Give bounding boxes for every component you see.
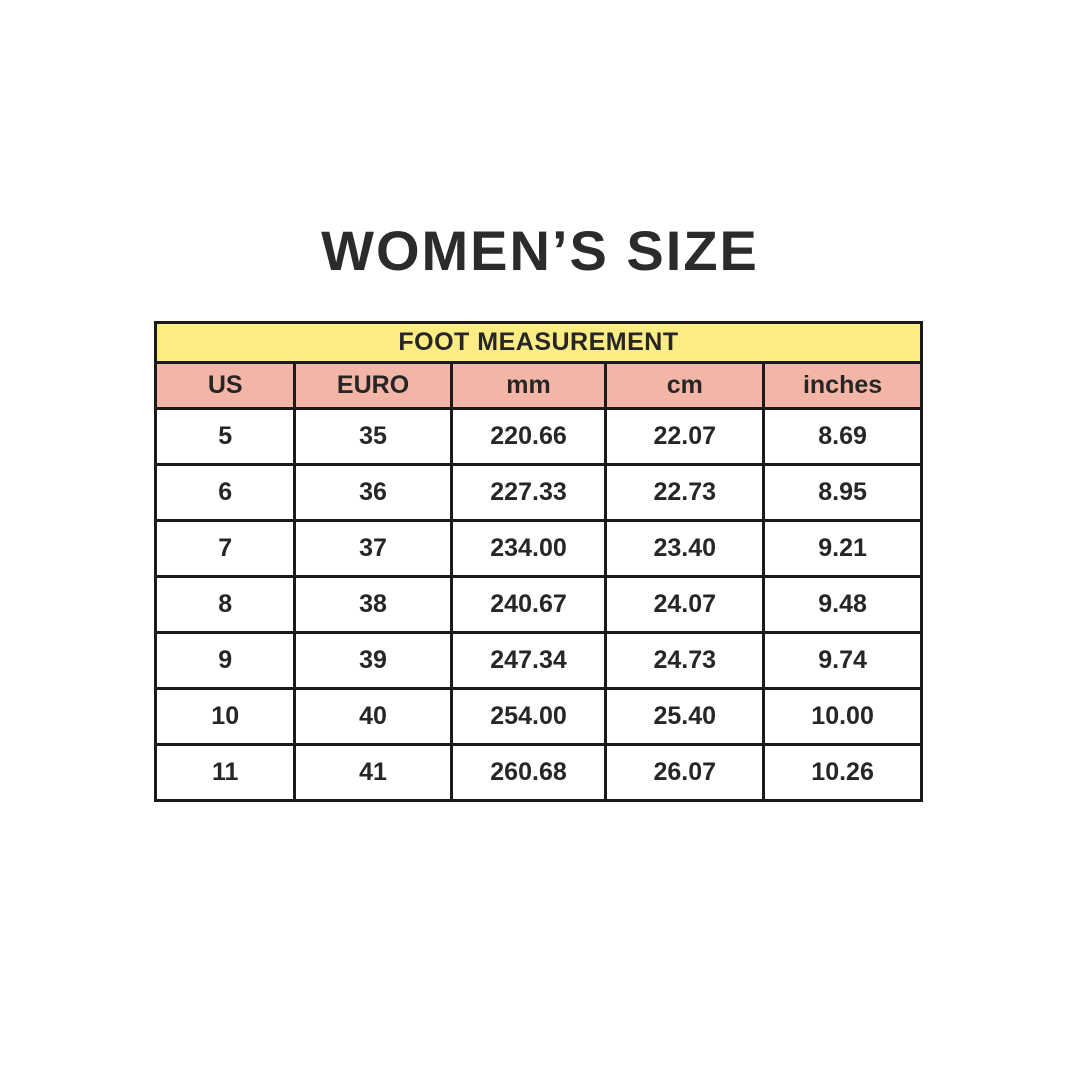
column-header-inches: inches bbox=[762, 361, 923, 410]
table-cell: 220.66 bbox=[449, 407, 608, 466]
table-cell: 6 bbox=[153, 463, 297, 522]
table-cell: 9 bbox=[153, 631, 297, 690]
column-header-row: US EURO mm cm inches bbox=[153, 361, 923, 410]
table-cell: 26.07 bbox=[604, 743, 766, 802]
table-cell: 35 bbox=[293, 407, 453, 466]
table-cell: 247.34 bbox=[449, 631, 608, 690]
table-cell: 24.07 bbox=[604, 575, 766, 634]
table-cell: 227.33 bbox=[449, 463, 608, 522]
table-cell: 39 bbox=[293, 631, 453, 690]
table-row: 10 40 254.00 25.40 10.00 bbox=[153, 687, 923, 746]
column-header-mm: mm bbox=[449, 361, 608, 410]
table-row: 7 37 234.00 23.40 9.21 bbox=[153, 519, 923, 578]
table-cell: 7 bbox=[153, 519, 297, 578]
column-header-cm: cm bbox=[604, 361, 766, 410]
table-cell: 240.67 bbox=[449, 575, 608, 634]
table-cell: 23.40 bbox=[604, 519, 766, 578]
column-header-us: US bbox=[153, 361, 297, 410]
table-row: 8 38 240.67 24.07 9.48 bbox=[153, 575, 923, 634]
table-cell: 11 bbox=[153, 743, 297, 802]
table-cell: 10.26 bbox=[762, 743, 923, 802]
page-title: WOMEN’S SIZE bbox=[321, 219, 759, 282]
table-cell: 25.40 bbox=[604, 687, 766, 746]
table-cell: 10.00 bbox=[762, 687, 923, 746]
size-chart-table: FOOT MEASUREMENT US EURO mm cm inches 5 … bbox=[153, 321, 923, 802]
column-header-euro: EURO bbox=[293, 361, 453, 410]
table-row: 6 36 227.33 22.73 8.95 bbox=[153, 463, 923, 522]
table-cell: 22.73 bbox=[604, 463, 766, 522]
table-cell: 260.68 bbox=[449, 743, 608, 802]
table-cell: 234.00 bbox=[449, 519, 608, 578]
table-cell: 10 bbox=[153, 687, 297, 746]
table-cell: 22.07 bbox=[604, 407, 766, 466]
table-cell: 254.00 bbox=[449, 687, 608, 746]
table-cell: 8.95 bbox=[762, 463, 923, 522]
table-cell: 37 bbox=[293, 519, 453, 578]
table-cell: 40 bbox=[293, 687, 453, 746]
table-row: 5 35 220.66 22.07 8.69 bbox=[153, 407, 923, 466]
table-cell: 9.21 bbox=[762, 519, 923, 578]
table-cell: 36 bbox=[293, 463, 453, 522]
table-cell: 38 bbox=[293, 575, 453, 634]
table-cell: 9.48 bbox=[762, 575, 923, 634]
table-row: 9 39 247.34 24.73 9.74 bbox=[153, 631, 923, 690]
table-cell: 5 bbox=[153, 407, 297, 466]
table-cell: 41 bbox=[293, 743, 453, 802]
table-row: 11 41 260.68 26.07 10.26 bbox=[153, 743, 923, 802]
table-cell: 24.73 bbox=[604, 631, 766, 690]
group-header: FOOT MEASUREMENT bbox=[154, 321, 923, 364]
table-cell: 8 bbox=[153, 575, 297, 634]
table-cell: 9.74 bbox=[762, 631, 923, 690]
table-cell: 8.69 bbox=[762, 407, 923, 466]
group-header-row: FOOT MEASUREMENT bbox=[154, 321, 923, 364]
